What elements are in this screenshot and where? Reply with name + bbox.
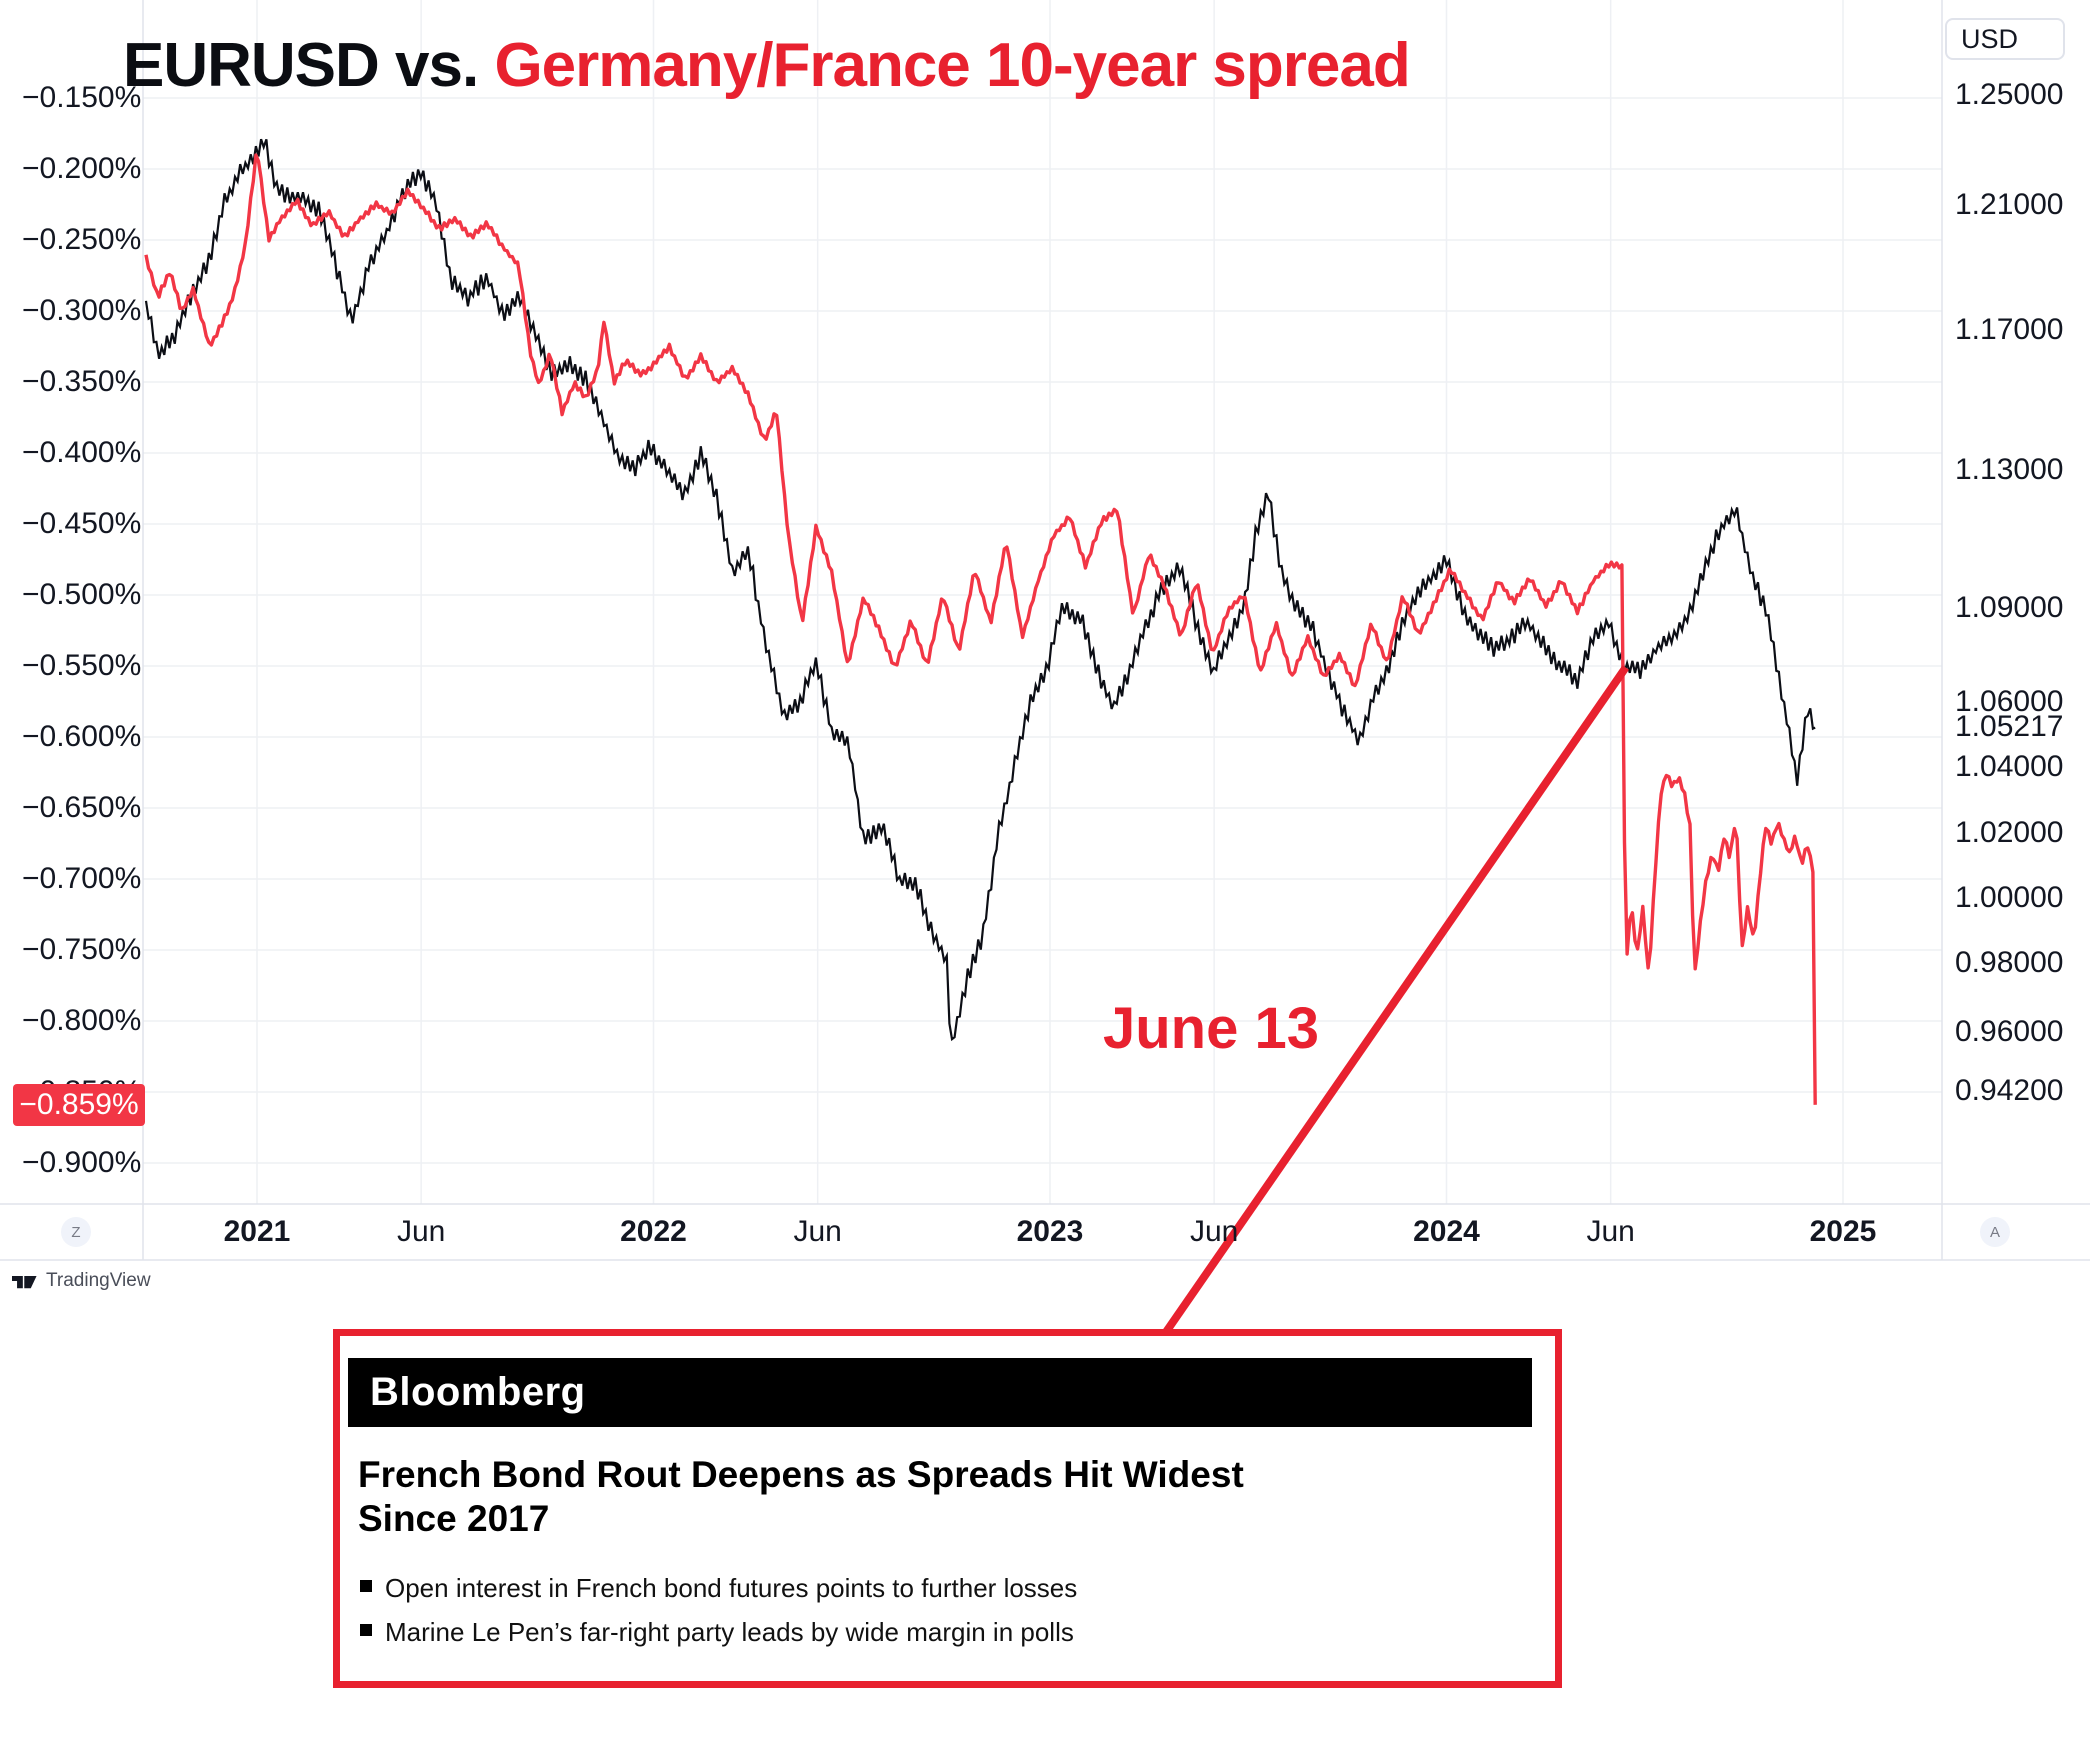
right-axis-tick: 0.96000 bbox=[1955, 1015, 2064, 1048]
left-axis-tick: −0.400% bbox=[22, 436, 142, 469]
right-axis-tick: 1.00000 bbox=[1955, 881, 2064, 914]
right-axis-tick: 1.25000 bbox=[1955, 78, 2064, 111]
left-axis-tick: −0.150% bbox=[22, 81, 142, 114]
left-axis-tick: −0.700% bbox=[22, 862, 142, 895]
right-axis-tick: 1.13000 bbox=[1955, 453, 2064, 486]
right-axis-tick: 1.06000 bbox=[1955, 685, 2064, 718]
news-bullet-text: Open interest in French bond futures poi… bbox=[385, 1573, 1078, 1603]
right-axis-tick: 1.04000 bbox=[1955, 750, 2064, 783]
tradingview-logo[interactable]: TradingView bbox=[12, 1270, 151, 1292]
x-axis-tick: 2022 bbox=[620, 1215, 687, 1248]
left-axis-tick: −0.300% bbox=[22, 294, 142, 327]
bullet-square-icon bbox=[360, 1580, 372, 1592]
news-bullet: Marine Le Pen’s far-right party leads by… bbox=[360, 1615, 1525, 1649]
currency-toggle[interactable]: USD bbox=[1945, 18, 2065, 60]
bloomberg-news-card: Bloomberg French Bond Rout Deepens as Sp… bbox=[333, 1329, 1562, 1688]
chart-title: EURUSD vs. Germany/France 10-year spread bbox=[123, 30, 1411, 101]
left-axis-tick: −0.550% bbox=[22, 649, 142, 682]
x-axis-tick: 2021 bbox=[223, 1215, 291, 1248]
left-axis-tick: −0.200% bbox=[22, 152, 142, 185]
bloomberg-header-bar: Bloomberg bbox=[348, 1358, 1532, 1427]
right-axis-tick: 0.94200 bbox=[1955, 1074, 2064, 1107]
x-axis-tick: Jun bbox=[793, 1215, 842, 1248]
x-axis-tick: Jun bbox=[1586, 1215, 1635, 1248]
news-headline-line1: French Bond Rout Deepens as Spreads Hit … bbox=[358, 1454, 1244, 1495]
last-value-badge: −0.859% bbox=[13, 1083, 145, 1126]
annotation-pointer-line bbox=[1162, 665, 1630, 1335]
right-axis-tick: 1.05217 bbox=[1955, 710, 2064, 743]
bloomberg-wordmark: Bloomberg bbox=[370, 1370, 586, 1414]
chart-title-spread: Germany/France 10-year spread bbox=[494, 31, 1410, 100]
tradingview-logo-text: TradingView bbox=[46, 1270, 151, 1291]
left-axis-tick: −0.750% bbox=[22, 933, 142, 966]
right-axis-tick: 1.09000 bbox=[1955, 591, 2064, 624]
left-axis-tick: −0.600% bbox=[22, 720, 142, 753]
right-axis-tick: 0.98000 bbox=[1955, 946, 2064, 979]
x-axis-tick: 2024 bbox=[1413, 1215, 1480, 1248]
x-axis-tick: Jun bbox=[1189, 1215, 1239, 1248]
x-axis-tick: 2025 bbox=[1809, 1215, 1877, 1248]
spread-series-line bbox=[144, 153, 1817, 1105]
auto-scale-button[interactable]: A bbox=[1980, 1217, 2010, 1247]
right-axis-tick: 1.17000 bbox=[1955, 313, 2064, 346]
bullet-square-icon bbox=[360, 1624, 372, 1636]
news-headline: French Bond Rout Deepens as Spreads Hit … bbox=[358, 1453, 1525, 1541]
left-axis-tick: −0.500% bbox=[22, 578, 142, 611]
chart-title-symbol: EURUSD vs. bbox=[123, 31, 495, 100]
june-13-annotation: June 13 bbox=[1103, 996, 1319, 1061]
left-axis-tick: −0.450% bbox=[22, 507, 142, 540]
right-axis-tick: 1.21000 bbox=[1955, 188, 2064, 221]
tradingview-logo-icon bbox=[12, 1275, 37, 1289]
eurusd-series-line bbox=[144, 138, 1816, 1042]
news-bullet: Open interest in French bond futures poi… bbox=[360, 1571, 1525, 1605]
left-axis-tick: −0.350% bbox=[22, 365, 142, 398]
news-bullet-text: Marine Le Pen’s far-right party leads by… bbox=[385, 1617, 1074, 1647]
left-axis-tick: −0.800% bbox=[22, 1004, 142, 1037]
x-axis-tick: 2023 bbox=[1016, 1215, 1084, 1248]
right-axis-tick: 1.02000 bbox=[1955, 816, 2064, 849]
news-headline-line2: Since 2017 bbox=[358, 1498, 550, 1539]
left-axis-tick: −0.250% bbox=[22, 223, 142, 256]
news-bullets: Open interest in French bond futures poi… bbox=[360, 1571, 1525, 1649]
left-axis-tick: −0.900% bbox=[22, 1146, 142, 1179]
x-axis-tick: Jun bbox=[396, 1215, 446, 1248]
left-axis-tick: −0.650% bbox=[22, 791, 142, 824]
timezone-button[interactable]: Z bbox=[61, 1217, 91, 1247]
